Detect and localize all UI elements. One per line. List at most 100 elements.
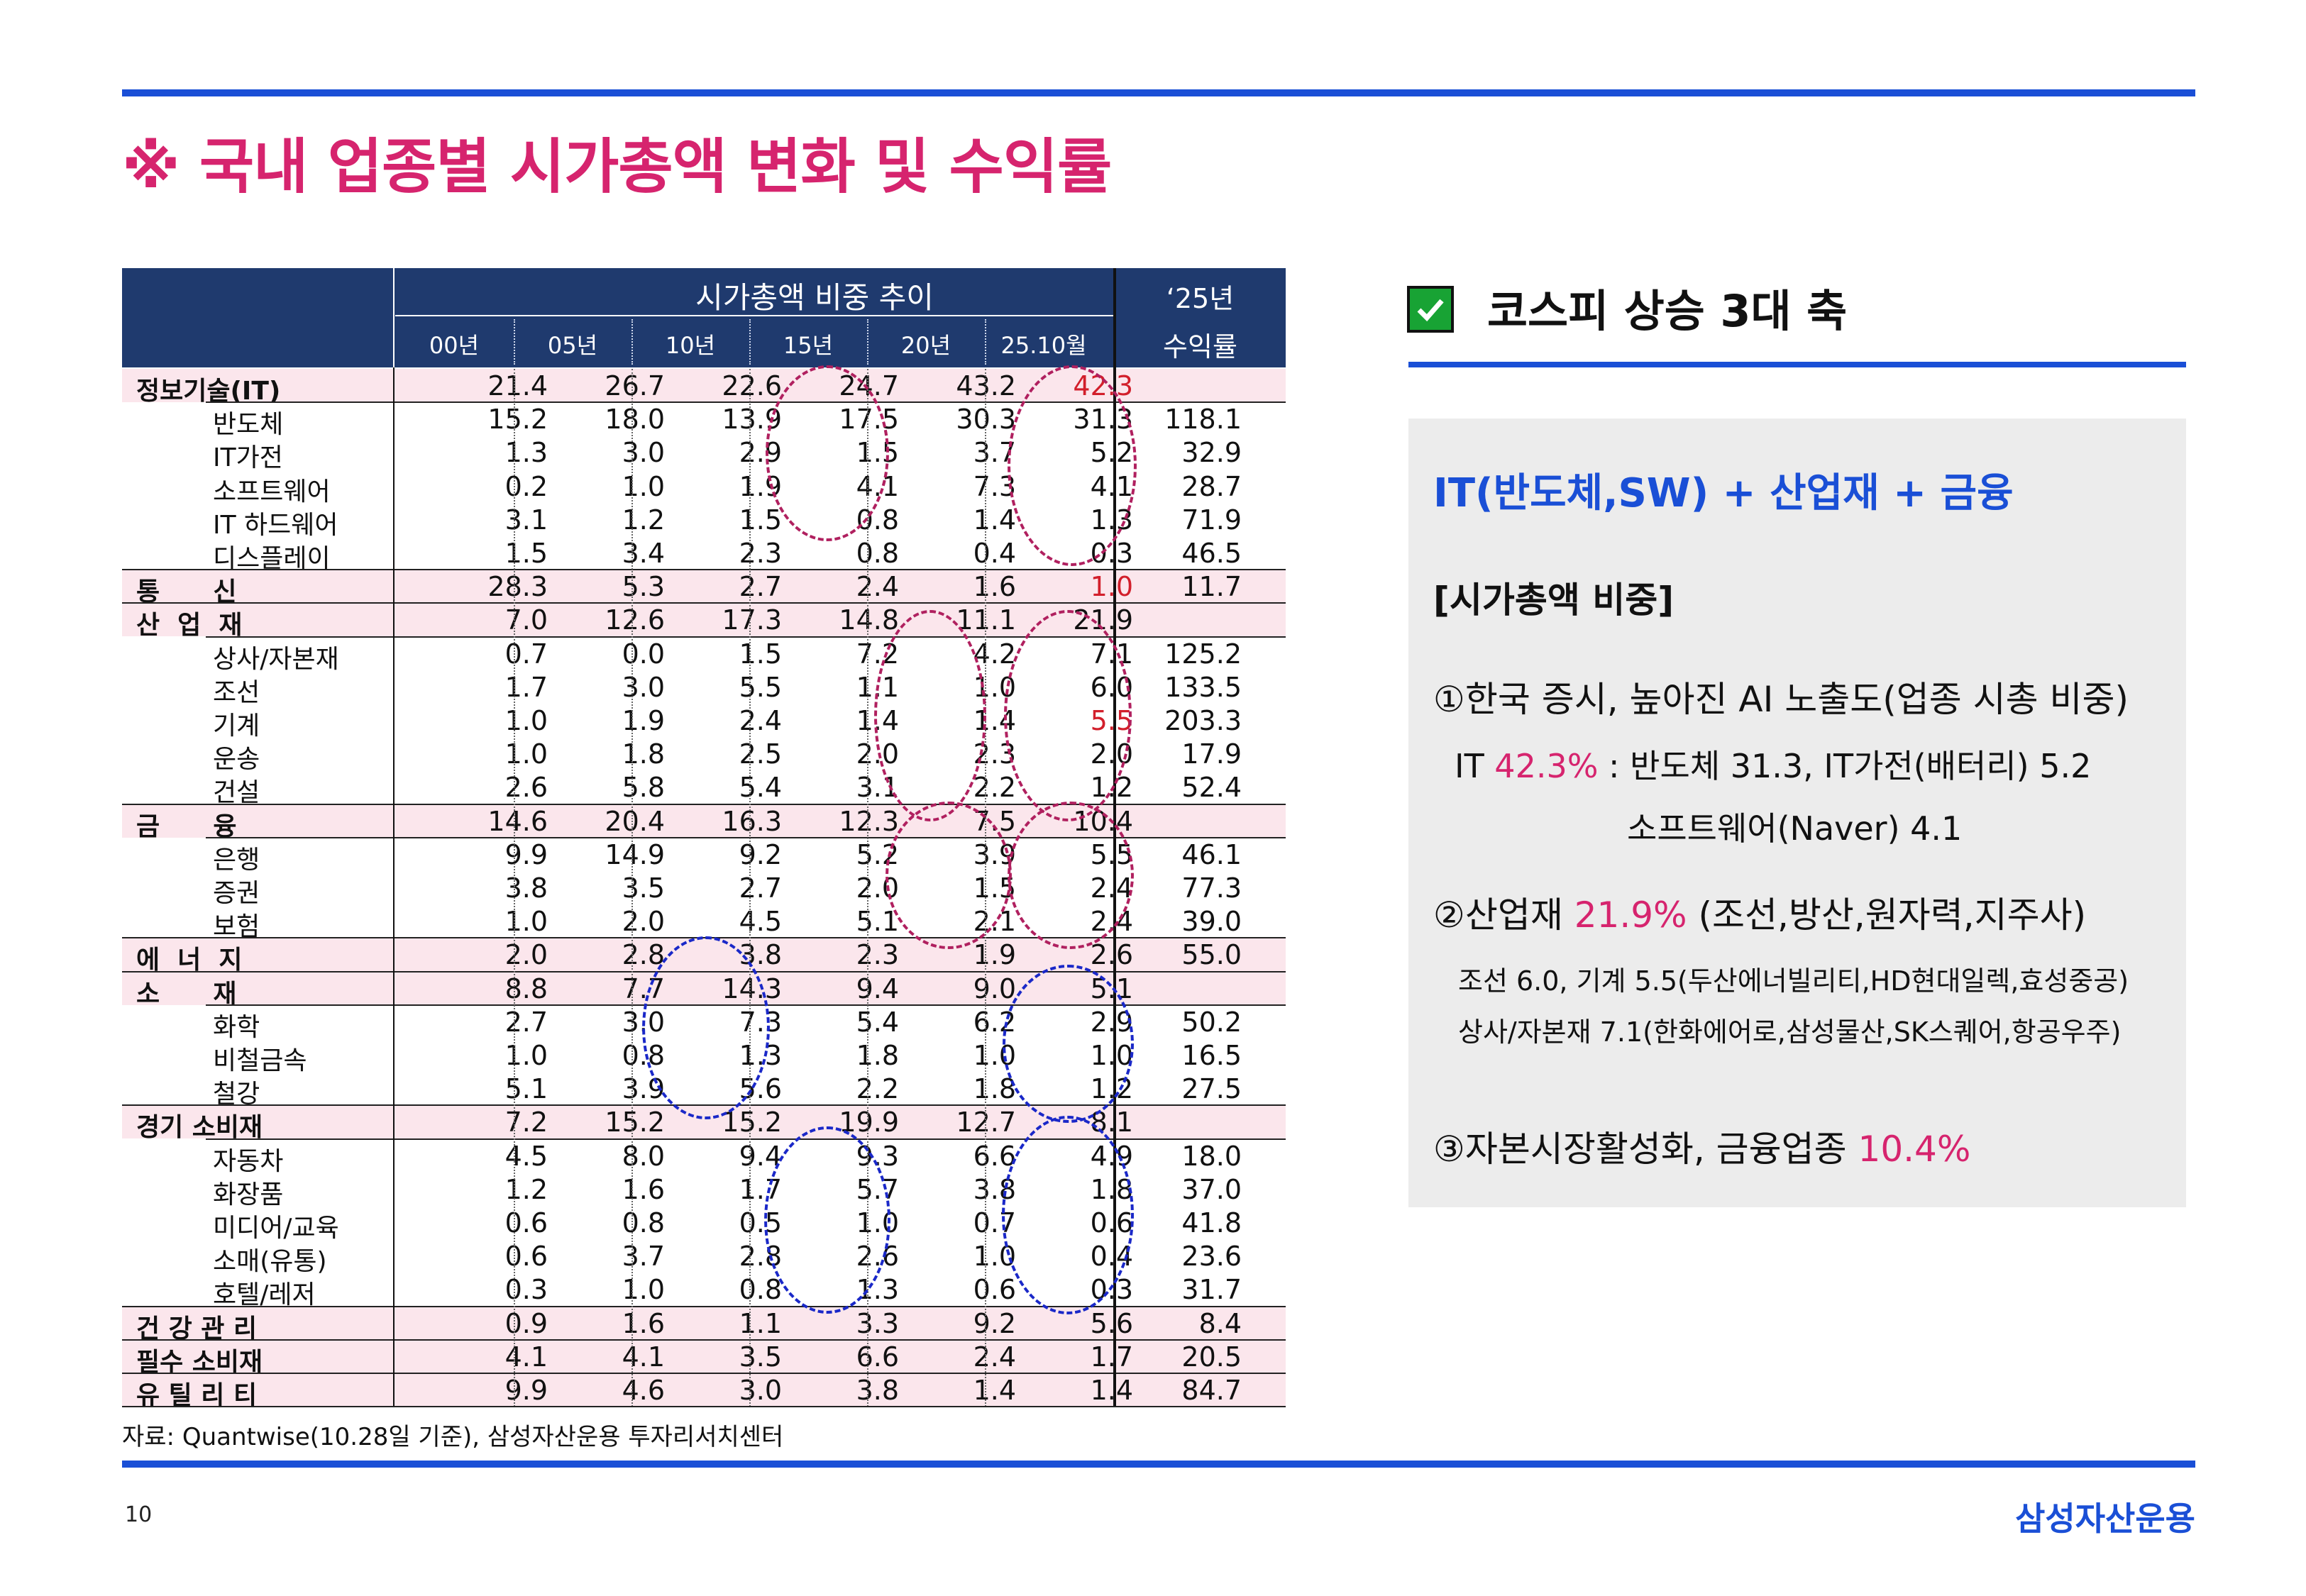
row-label: 소프트웨어	[213, 477, 331, 506]
return-cell: 31.7	[1181, 1274, 1242, 1306]
value-cell: 2.6	[504, 772, 548, 804]
value-cell: 0.6	[973, 1274, 1016, 1306]
value-cell: 2.8	[622, 939, 665, 971]
value-cell: 1.5	[739, 638, 782, 670]
value-cell: 0.7	[504, 638, 548, 670]
value-cell: 1.5	[504, 538, 548, 569]
row-label: 비철금속	[213, 1046, 307, 1075]
value-cell: 1.0	[622, 1274, 665, 1306]
highlight-ellipse	[766, 365, 889, 541]
value-cell: 22.6	[722, 370, 782, 401]
check-icon	[1407, 286, 1454, 333]
header-year: 15년	[783, 332, 834, 359]
text: ②산업재	[1433, 894, 1574, 936]
value-cell: 0.0	[622, 638, 665, 670]
point-2: ②산업재 21.9% (조선,방산,원자력,지주사)	[1433, 887, 2086, 938]
header-divider	[749, 319, 751, 365]
top-rule	[122, 89, 2195, 96]
value-cell: 2.0	[622, 906, 665, 938]
row-label: 건설	[213, 778, 260, 808]
return-cell: 125.2	[1164, 638, 1242, 670]
return-cell: 55.0	[1181, 939, 1242, 971]
value-cell: 15.2	[487, 404, 548, 436]
value-cell: 9.9	[504, 1375, 548, 1406]
value-cell: 4.5	[739, 906, 782, 938]
row-divider	[206, 1138, 1286, 1140]
value-cell: 2.7	[739, 571, 782, 603]
value-cell: 14.8	[839, 604, 899, 636]
header-year: 00년	[429, 332, 480, 359]
table-row: 화학 2.7 3.0 7.3 5.4 6.2 2.9 50.2	[122, 1005, 1286, 1042]
value-cell: 2.6	[1090, 939, 1133, 971]
highlight-ellipse	[1008, 802, 1134, 949]
point-1: ①한국 증시, 높아진 AI 노출도(업종 시총 비중)	[1433, 679, 2129, 720]
text: : 반도체 31.3, IT가전(배터리) 5.2	[1598, 747, 2092, 785]
row-label: 철강	[213, 1080, 260, 1109]
value-cell: 1.7	[1090, 1341, 1133, 1373]
value-cell: 3.0	[622, 437, 665, 469]
value-cell: 16.3	[722, 805, 782, 837]
value-cell: 0.8	[856, 538, 899, 569]
value-cell: 26.7	[605, 370, 665, 401]
value-cell: 8.0	[622, 1140, 665, 1172]
row-label: 조선	[213, 677, 260, 707]
highlight-ellipse	[1008, 365, 1137, 566]
row-label: 산 업 재	[136, 611, 243, 641]
value-cell: 1.6	[622, 1307, 665, 1339]
value-cell: 17.3	[722, 604, 782, 636]
column-divider	[514, 369, 515, 1407]
value-cell: 0.9	[504, 1307, 548, 1339]
value-cell: 3.1	[504, 504, 548, 536]
value-cell: 3.8	[504, 872, 548, 904]
value-cell: 1.2	[622, 504, 665, 536]
page-number: 10	[125, 1502, 153, 1527]
value-cell: 2.4	[973, 1341, 1016, 1373]
value-cell: 2.2	[856, 1073, 899, 1105]
return-cell: 46.5	[1181, 538, 1242, 569]
point-2-detail-b: 상사/자본재 7.1(한화에어로,삼성물산,SK스퀘어,항공우주)	[1458, 1016, 2122, 1048]
value-cell: 1.0	[504, 705, 548, 736]
column-rule	[393, 367, 395, 1407]
brand-logo: 삼성자산운용	[2015, 1500, 2195, 1538]
header-year-25: ‘25년	[1166, 283, 1235, 314]
value-cell: 4.5	[504, 1140, 548, 1172]
header-divider	[631, 319, 633, 365]
return-cell: 52.4	[1181, 772, 1242, 804]
return-cell: 11.7	[1181, 571, 1242, 603]
value-cell: 9.4	[739, 1140, 782, 1172]
value-cell: 30.3	[956, 404, 1016, 436]
text: ③자본시장활성화, 금융업종	[1433, 1129, 1858, 1170]
value-cell: 5.6	[1090, 1307, 1133, 1339]
row-divider	[122, 1305, 1286, 1307]
highlight-ellipse	[1004, 610, 1132, 821]
value-cell: 2.3	[856, 939, 899, 971]
column-divider	[749, 369, 751, 1407]
value-cell: 1.3	[504, 437, 548, 469]
row-label: 자동차	[213, 1146, 284, 1176]
header-rule	[395, 315, 1113, 316]
value-cell: 5.4	[739, 772, 782, 804]
value-cell: 4.1	[622, 1341, 665, 1373]
return-cell: 46.1	[1181, 838, 1242, 870]
value-cell: 5.5	[739, 671, 782, 703]
return-cell: 20.5	[1181, 1341, 1242, 1373]
return-cell: 133.5	[1164, 671, 1242, 703]
value-cell: 1.7	[504, 671, 548, 703]
value-cell: 5.1	[504, 1073, 548, 1105]
row-label: 에 너 지	[136, 946, 243, 975]
subheading: [시가총액 비중]	[1433, 580, 1675, 621]
table-row: 디스플레이 1.5 3.4 2.3 0.8 0.4 0.3 46.5	[122, 536, 1286, 573]
row-label: 은행	[213, 845, 260, 875]
axis-line: IT(반도체,SW) + 산업재 + 금융	[1433, 470, 2014, 516]
row-label: 미디어/교육	[213, 1214, 339, 1243]
bottom-rule	[122, 1461, 2195, 1468]
column-rule	[393, 268, 395, 367]
row-label: 필수 소비재	[136, 1347, 263, 1377]
header-divider	[985, 319, 986, 365]
value-cell: 1.0	[622, 470, 665, 502]
value-cell: 3.7	[622, 1241, 665, 1273]
row-label: 반도체	[213, 410, 284, 440]
table-row: 호텔/레저 0.3 1.0 0.8 1.3 0.6 0.3 31.7	[122, 1273, 1286, 1309]
value-cell: 2.5	[739, 738, 782, 770]
row-divider	[122, 1373, 1286, 1374]
